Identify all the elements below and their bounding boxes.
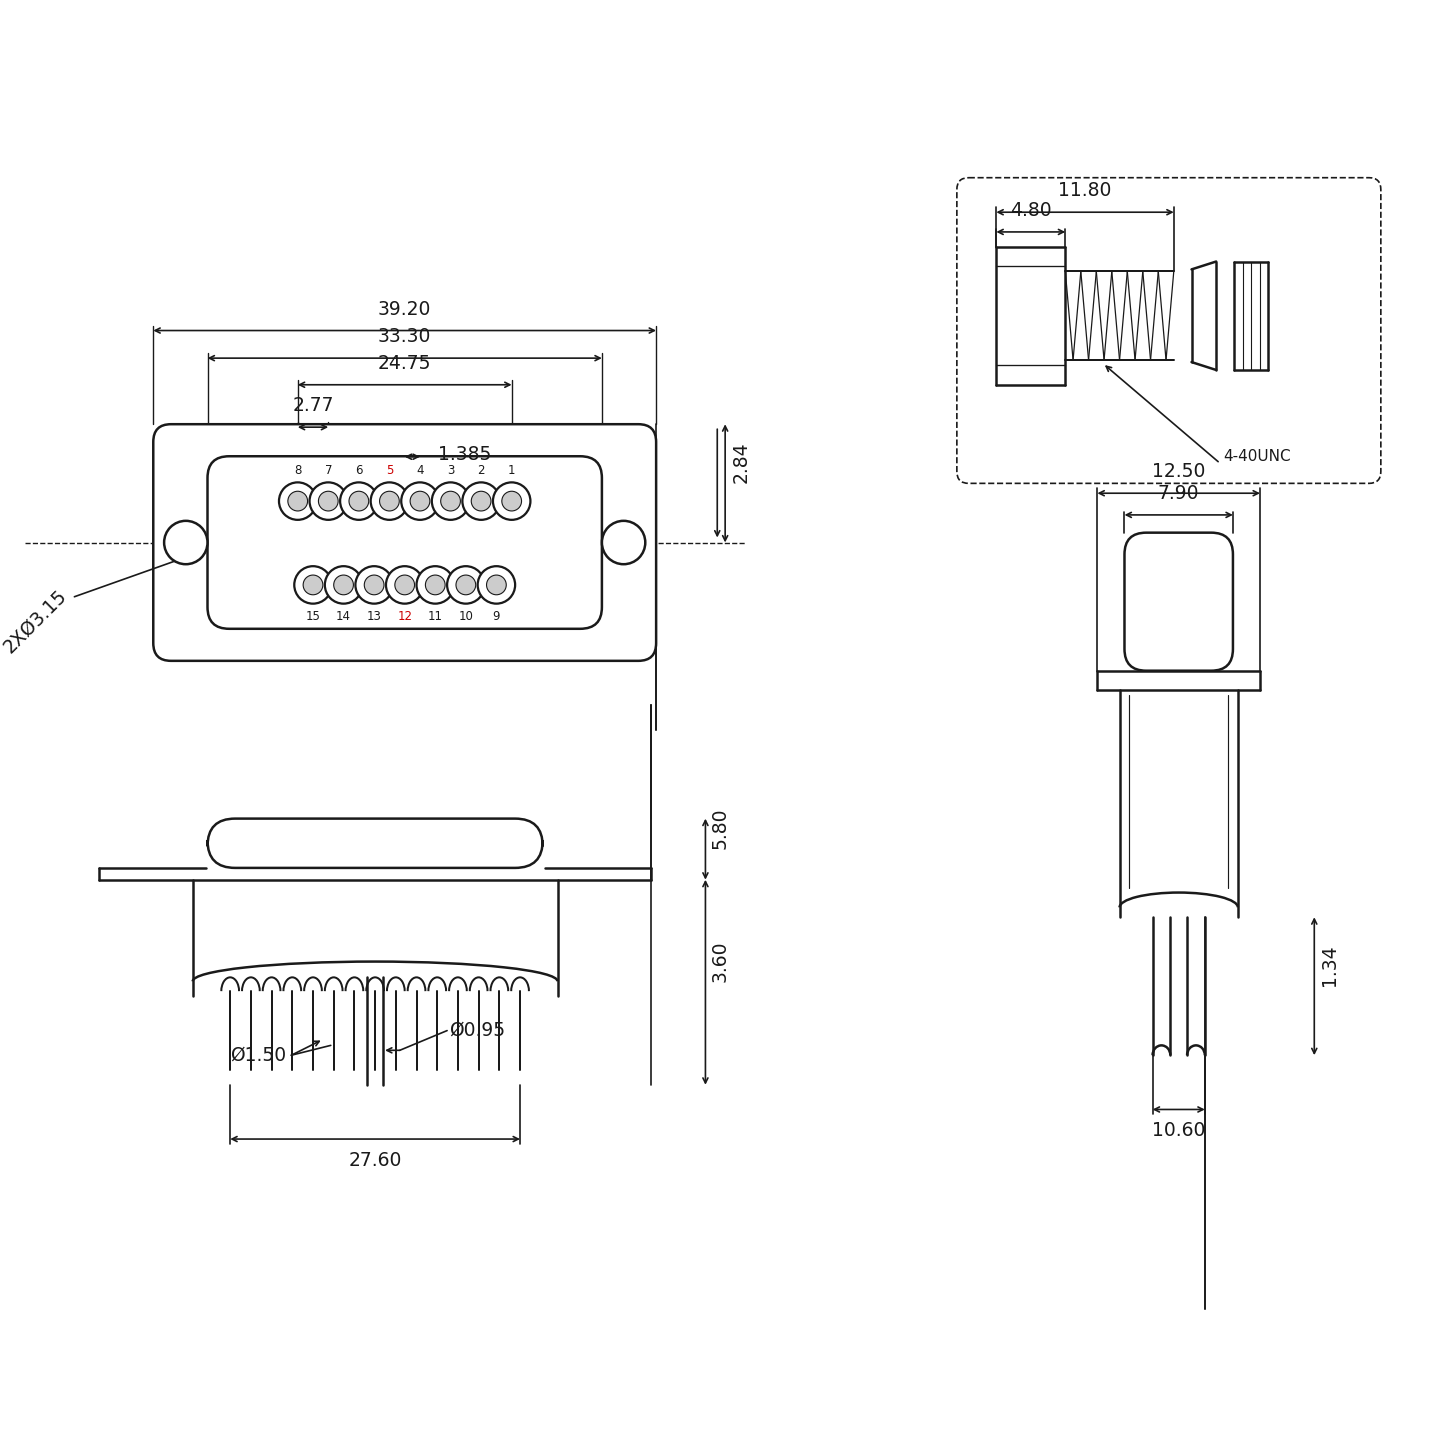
Circle shape — [441, 491, 461, 511]
Circle shape — [380, 491, 399, 511]
Text: 11: 11 — [428, 609, 442, 622]
Circle shape — [325, 566, 363, 603]
FancyBboxPatch shape — [1125, 533, 1233, 671]
Circle shape — [416, 566, 454, 603]
Circle shape — [356, 566, 393, 603]
Text: 12.50: 12.50 — [1152, 462, 1205, 481]
Text: Ø1.50: Ø1.50 — [230, 1045, 287, 1064]
Circle shape — [364, 575, 384, 595]
Circle shape — [340, 482, 377, 520]
Text: 2XØ3.15: 2XØ3.15 — [0, 586, 71, 657]
Text: 15: 15 — [305, 609, 321, 622]
FancyBboxPatch shape — [956, 177, 1381, 484]
Text: 5: 5 — [386, 465, 393, 478]
Circle shape — [386, 566, 423, 603]
Text: 12: 12 — [397, 609, 412, 622]
Circle shape — [471, 491, 491, 511]
Text: 10: 10 — [458, 609, 474, 622]
Text: 24.75: 24.75 — [377, 354, 432, 373]
Text: 10.60: 10.60 — [1152, 1122, 1205, 1140]
Circle shape — [602, 521, 645, 564]
Text: 3.60: 3.60 — [711, 940, 730, 982]
Circle shape — [501, 491, 521, 511]
Text: 4: 4 — [416, 465, 423, 478]
Circle shape — [348, 491, 369, 511]
Circle shape — [288, 491, 308, 511]
Circle shape — [318, 491, 338, 511]
Text: 14: 14 — [336, 609, 351, 622]
Circle shape — [462, 482, 500, 520]
Text: 5.80: 5.80 — [711, 808, 730, 850]
Text: 4-40UNC: 4-40UNC — [1223, 449, 1290, 464]
Text: 1.34: 1.34 — [1319, 945, 1339, 986]
FancyBboxPatch shape — [207, 456, 602, 629]
Circle shape — [294, 566, 331, 603]
Text: 11.80: 11.80 — [1058, 181, 1112, 200]
FancyBboxPatch shape — [153, 425, 657, 661]
Text: 13: 13 — [367, 609, 382, 622]
Text: 1: 1 — [508, 465, 516, 478]
Text: 8: 8 — [294, 465, 301, 478]
Text: 2.84: 2.84 — [732, 442, 750, 484]
Text: Ø0.95: Ø0.95 — [449, 1021, 505, 1040]
Text: 39.20: 39.20 — [379, 300, 432, 318]
Circle shape — [402, 482, 439, 520]
Circle shape — [370, 482, 408, 520]
Circle shape — [446, 566, 485, 603]
Circle shape — [456, 575, 475, 595]
Circle shape — [410, 491, 431, 511]
Circle shape — [492, 482, 530, 520]
Circle shape — [310, 482, 347, 520]
Circle shape — [304, 575, 323, 595]
Circle shape — [432, 482, 469, 520]
Text: 27.60: 27.60 — [348, 1151, 402, 1169]
Text: 7.90: 7.90 — [1158, 484, 1200, 503]
Text: 6: 6 — [356, 465, 363, 478]
Text: 33.30: 33.30 — [379, 327, 432, 346]
FancyBboxPatch shape — [207, 818, 543, 868]
Circle shape — [487, 575, 507, 595]
Text: 9: 9 — [492, 609, 500, 622]
Text: VIYOE: VIYOE — [183, 480, 626, 606]
Text: 3: 3 — [446, 465, 454, 478]
Circle shape — [478, 566, 516, 603]
Text: 1.385: 1.385 — [438, 445, 491, 464]
Circle shape — [334, 575, 353, 595]
Circle shape — [395, 575, 415, 595]
Text: 2: 2 — [478, 465, 485, 478]
Circle shape — [279, 482, 317, 520]
Circle shape — [164, 521, 207, 564]
Text: 4.80: 4.80 — [1009, 202, 1051, 220]
Circle shape — [425, 575, 445, 595]
Text: 7: 7 — [324, 465, 333, 478]
Text: 2.77: 2.77 — [292, 396, 334, 415]
